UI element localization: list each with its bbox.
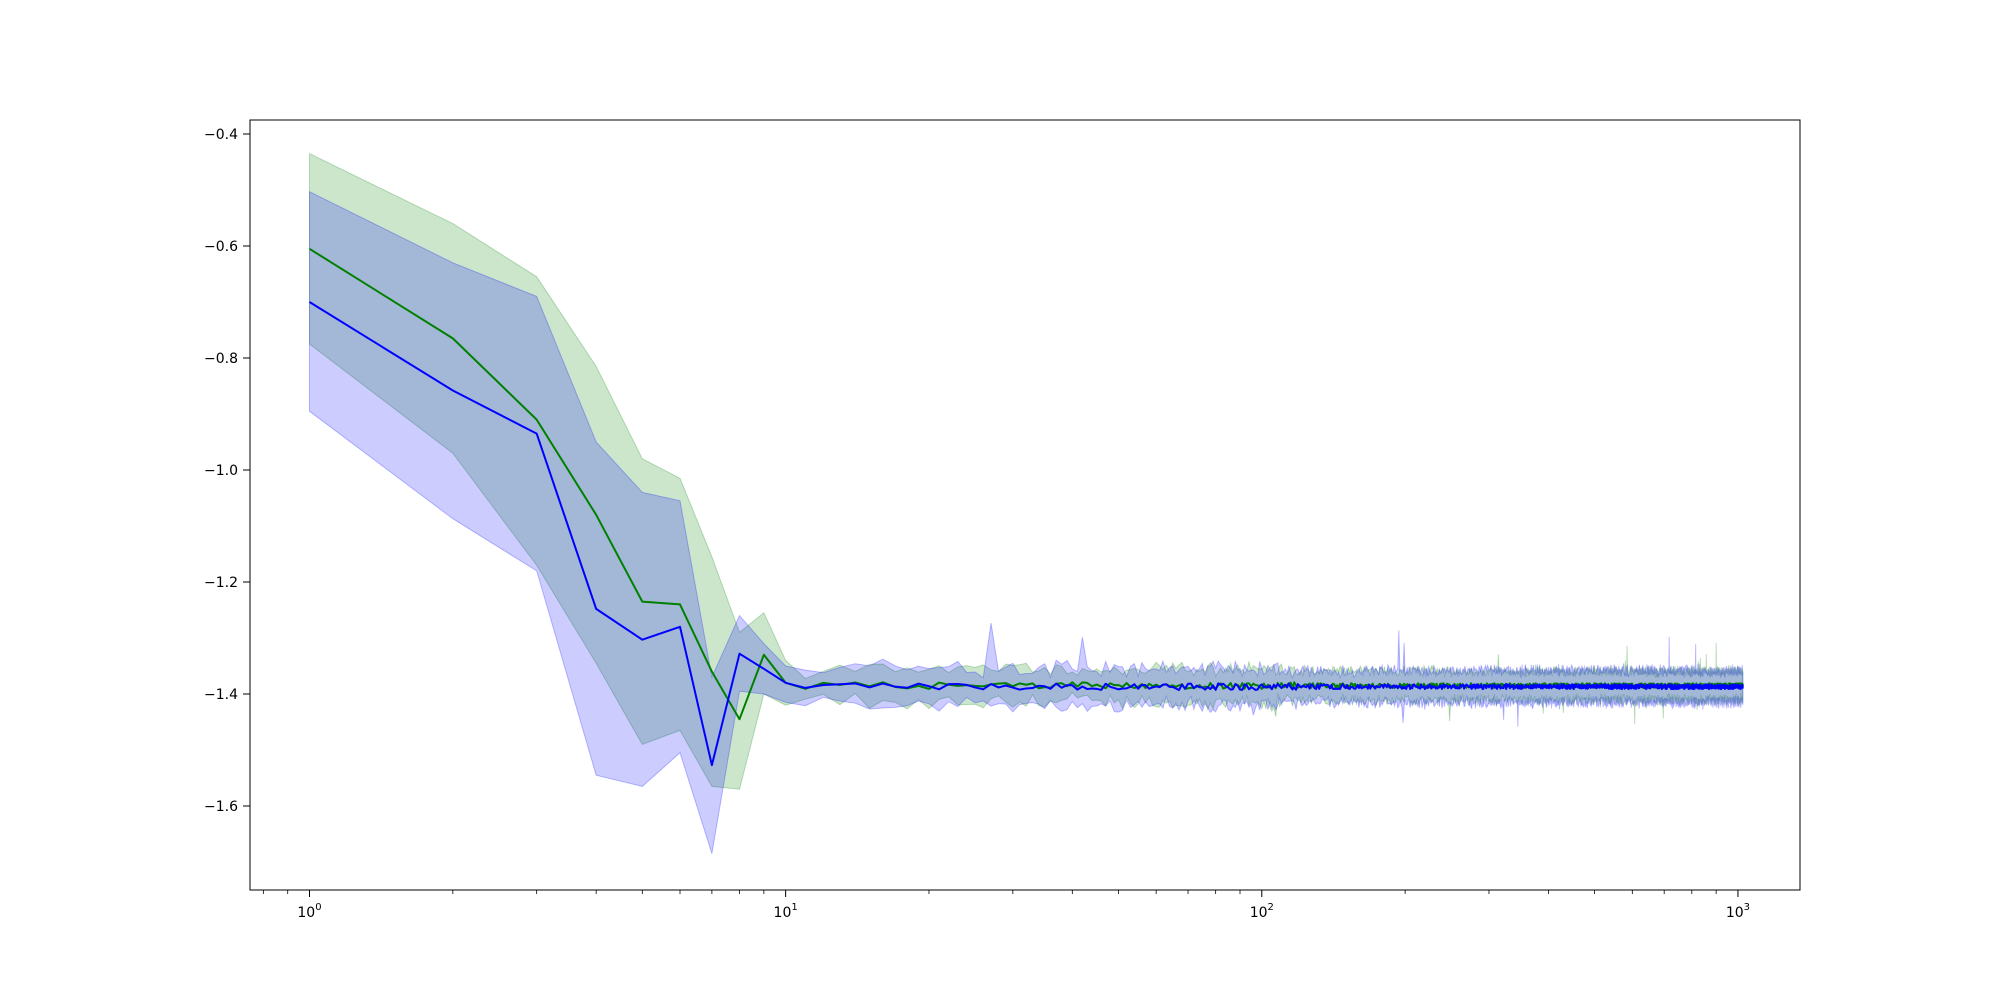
- y-tick-label: −1.4: [204, 687, 238, 703]
- x-axis: 100 101 102 103: [262, 890, 1750, 921]
- band-series-2: [308, 190, 1744, 854]
- plot-background: [250, 120, 1800, 890]
- y-tick-label: −1.6: [204, 799, 238, 815]
- y-axis: −0.4 −0.6 −0.8 −1.0 −1.2 −1.4 −1.6: [204, 127, 250, 815]
- x-tick-label: 103: [1726, 902, 1750, 921]
- x-tick-label: 100: [297, 902, 321, 921]
- y-tick-label: −0.4: [204, 127, 238, 143]
- y-tick-label: −0.8: [204, 351, 238, 367]
- series-lines: [308, 247, 1744, 767]
- x-tick-label: 102: [1250, 902, 1274, 921]
- y-tick-label: −1.0: [204, 463, 238, 479]
- x-tick-label: 101: [774, 902, 798, 921]
- y-tick-label: −0.6: [204, 239, 238, 255]
- plot-frame: [249, 119, 1801, 891]
- line-series-2: [308, 301, 1744, 767]
- y-tick-label: −1.2: [204, 575, 238, 591]
